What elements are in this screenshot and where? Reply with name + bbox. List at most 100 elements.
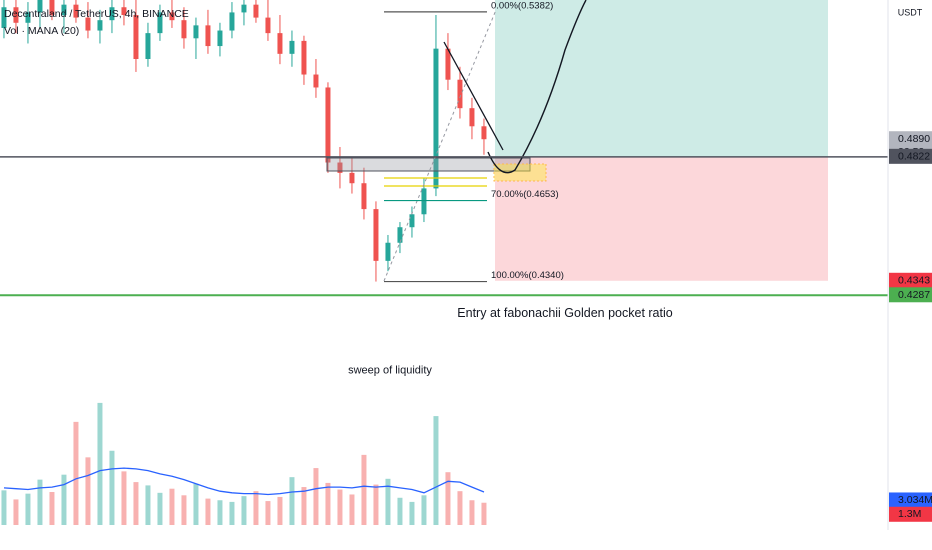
volume-badge-label: 3.034M (898, 494, 932, 506)
price-badge-label: 0.4822 (898, 151, 930, 163)
golden-pocket-box (493, 163, 547, 182)
price-badge-label: 0.4287 (898, 289, 930, 301)
fib-label: 70.00%(0.4653) (491, 189, 559, 200)
candle-body (349, 172, 355, 184)
candle-body (85, 17, 91, 31)
indicator-label: Vol · MANA (20) (4, 25, 79, 37)
candle-body (337, 162, 343, 173)
candle-body (325, 87, 331, 163)
candle-body (181, 20, 187, 39)
chart-title: Decentraland / TetherUS, 4h, BINANCE (4, 8, 189, 20)
volume-bar (181, 495, 187, 525)
time-axis (0, 530, 932, 550)
candle-body (409, 214, 415, 228)
volume-bar (421, 495, 427, 525)
price-badge (889, 272, 932, 288)
candle-body (265, 17, 271, 34)
volume-bar (445, 472, 451, 525)
projection-curve (487, 0, 587, 174)
candle-body (157, 12, 163, 34)
candle-body (13, 7, 19, 23)
candle-body (37, 0, 43, 13)
volume-bar (433, 416, 439, 525)
volume-bar (217, 500, 223, 525)
volume-bar (481, 502, 487, 525)
candle-body (145, 33, 151, 60)
volume-bar (25, 493, 31, 525)
volume-bar (205, 498, 211, 525)
candle-body (433, 48, 439, 189)
candle-body (373, 209, 379, 261)
candle-body (193, 25, 199, 39)
candle-body (301, 40, 307, 75)
price-badge-label: 0.4343 (898, 275, 930, 287)
volume-bar (265, 501, 271, 525)
fib-trend (383, 9, 497, 282)
volume-bar (1, 490, 7, 525)
volume-bar (121, 471, 127, 525)
overlay: 0.00%(0.5382) 70.00%(0.4653) 100.00%(0.434… (0, 0, 888, 376)
volume-bar (229, 501, 235, 525)
candle-body (217, 30, 223, 47)
candle-body (421, 188, 427, 215)
volume-bar (157, 492, 163, 525)
candle-body (445, 48, 451, 80)
candle-body (169, 12, 175, 21)
trend-line (443, 41, 504, 151)
currency: USDT (898, 7, 923, 17)
candle-body (61, 4, 67, 16)
candle-body (109, 7, 115, 21)
candle-body (49, 0, 55, 16)
volume-bar (373, 484, 379, 525)
candle-body (385, 242, 391, 261)
volume-bar (409, 501, 415, 525)
volume-bar (397, 497, 403, 525)
volume-bar (289, 477, 295, 525)
volume-bar (37, 479, 43, 525)
candle-body (277, 33, 283, 54)
volume-bar (301, 487, 307, 525)
volume-pane (1, 402, 487, 525)
candle-body (73, 4, 79, 18)
candle-body (481, 126, 487, 140)
volume-bar (457, 491, 463, 525)
volume-bar (145, 485, 151, 525)
fib-label: 100.00%(0.4340) (491, 270, 564, 281)
volume-bar (241, 496, 247, 525)
volume-bar (469, 500, 475, 525)
volume-bar (85, 457, 91, 525)
volume-ma (3, 467, 485, 496)
candle-body (1, 7, 7, 28)
candle-body (457, 79, 463, 109)
candle-body (133, 15, 139, 60)
volume-bar (49, 492, 55, 525)
candles (1, 0, 487, 282)
price-badge-label: 0.4890 (898, 133, 930, 145)
volume-bar (361, 454, 367, 525)
volume-bar (277, 496, 283, 525)
volume-badge (889, 492, 932, 508)
candle-body (313, 74, 319, 88)
candle-body (205, 25, 211, 47)
candle-body (469, 108, 475, 127)
annotation: Entry at fabonachii Golden pocket ratio (457, 306, 672, 320)
volume-badge-label: 1.3M (898, 508, 921, 520)
volume-bar (349, 494, 355, 525)
price-badge (889, 287, 932, 303)
candle-body (361, 183, 367, 210)
volume-bar (97, 402, 103, 525)
target-zone (495, 0, 828, 157)
candle-body (397, 227, 403, 243)
stop-zone (495, 156, 828, 281)
annotation: sweep of liquidity (348, 364, 432, 376)
volume-bar (385, 478, 391, 525)
volume-bar (169, 488, 175, 525)
volume-bar (193, 483, 199, 525)
volume-bar (109, 450, 115, 525)
volume-bar (133, 482, 139, 525)
volume-bar (337, 489, 343, 525)
volume-bar (13, 499, 19, 525)
candle-body (25, 12, 31, 23)
candle-body (253, 4, 259, 18)
